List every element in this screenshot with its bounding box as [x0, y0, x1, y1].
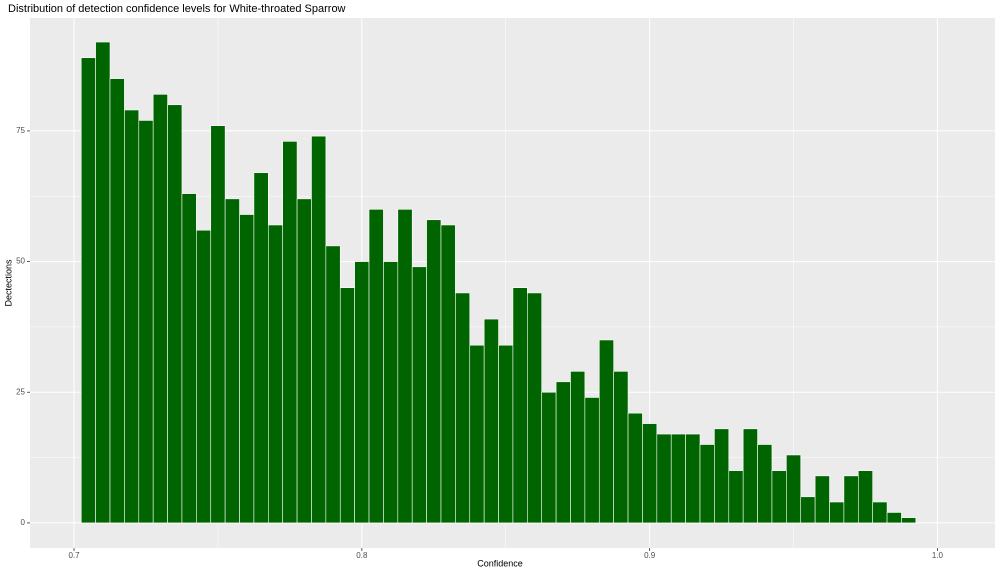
bar	[95, 41, 111, 524]
x-tick-label: 0.7	[68, 551, 80, 560]
bar	[857, 470, 873, 524]
bar	[311, 135, 327, 524]
y-tick-label: 0	[21, 518, 26, 527]
bar	[354, 261, 370, 524]
bar	[584, 397, 600, 524]
bar	[339, 287, 355, 524]
bar	[570, 371, 586, 524]
bar	[397, 209, 413, 524]
bar	[613, 371, 629, 524]
bar	[656, 433, 672, 524]
bar	[124, 109, 140, 524]
bar	[814, 475, 830, 524]
bar	[455, 292, 471, 524]
bar	[426, 219, 442, 524]
y-tick-label: 25	[16, 387, 25, 396]
bar	[527, 292, 543, 524]
bar	[699, 444, 715, 524]
bar	[742, 428, 758, 524]
bar	[757, 444, 773, 524]
y-tick-label: 50	[16, 257, 25, 266]
bar	[843, 475, 859, 524]
bar	[253, 172, 269, 524]
bar	[282, 141, 298, 524]
bar	[210, 125, 226, 524]
bar	[728, 470, 744, 524]
bar	[800, 496, 816, 524]
bar	[598, 339, 614, 524]
y-axis-label: Dectections	[3, 259, 13, 307]
bar	[886, 512, 902, 524]
bar	[685, 433, 701, 524]
x-tick-label: 1.0	[932, 551, 944, 560]
bar	[80, 57, 96, 524]
y-tick-label: 75	[16, 126, 25, 135]
bar	[498, 344, 514, 524]
bar	[296, 198, 312, 524]
bar	[152, 94, 168, 524]
bar	[771, 470, 787, 524]
bar	[786, 454, 802, 524]
bar	[196, 229, 212, 524]
bar	[224, 198, 240, 524]
bar	[483, 318, 499, 524]
bar	[325, 245, 341, 524]
bar	[109, 78, 125, 524]
bar	[714, 428, 730, 524]
bar	[440, 224, 456, 524]
bar	[670, 433, 686, 524]
bar	[383, 261, 399, 524]
bar	[512, 287, 528, 524]
bar	[555, 381, 571, 524]
bar	[469, 344, 485, 524]
bar	[268, 224, 283, 524]
bar	[167, 104, 183, 524]
bar	[829, 501, 845, 524]
bar	[541, 391, 557, 524]
bar	[642, 423, 658, 524]
x-axis-label: Confidence	[477, 558, 523, 568]
bar	[239, 214, 255, 524]
bar	[181, 193, 197, 524]
bar	[872, 501, 888, 524]
bar	[411, 266, 427, 524]
bar	[138, 120, 154, 524]
bar	[901, 517, 917, 524]
bar	[627, 412, 643, 524]
x-tick-label: 0.9	[644, 551, 656, 560]
chart-title: Distribution of detection confidence lev…	[8, 3, 346, 15]
x-tick-label: 0.8	[356, 551, 368, 560]
bar	[368, 209, 384, 524]
